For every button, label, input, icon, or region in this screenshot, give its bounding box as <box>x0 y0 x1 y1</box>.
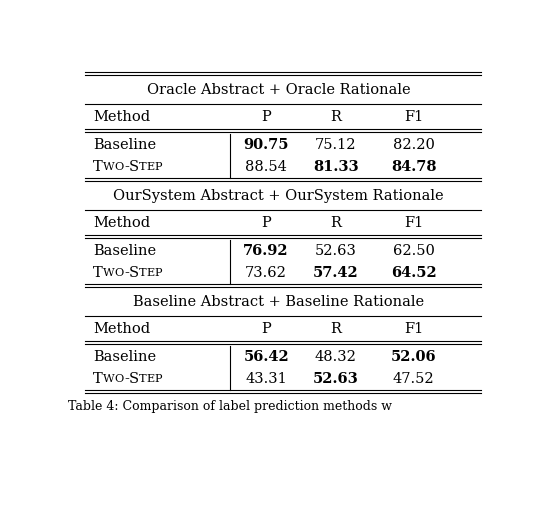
Text: 56.42: 56.42 <box>243 350 289 364</box>
Text: P: P <box>261 110 271 124</box>
Text: Baseline: Baseline <box>94 138 157 152</box>
Text: -: - <box>124 160 129 174</box>
Text: 90.75: 90.75 <box>243 138 289 152</box>
Text: P: P <box>155 162 162 172</box>
Text: E: E <box>147 268 155 278</box>
Text: -: - <box>124 266 129 280</box>
Text: O: O <box>115 374 124 384</box>
Text: Method: Method <box>94 110 151 124</box>
Text: 82.20: 82.20 <box>393 138 435 152</box>
Text: 43.31: 43.31 <box>245 372 287 386</box>
Text: W: W <box>103 162 115 172</box>
Text: P: P <box>155 268 162 278</box>
Text: Baseline: Baseline <box>94 244 157 258</box>
Text: 48.32: 48.32 <box>315 350 357 364</box>
Text: P: P <box>155 374 162 384</box>
Text: S: S <box>129 160 139 174</box>
Text: 81.33: 81.33 <box>313 160 358 174</box>
Text: O: O <box>115 162 124 172</box>
Text: 62.50: 62.50 <box>393 244 435 258</box>
Text: Baseline: Baseline <box>94 350 157 364</box>
Text: Method: Method <box>94 322 151 336</box>
Text: R: R <box>330 322 341 336</box>
Text: F1: F1 <box>404 217 423 231</box>
Text: 64.52: 64.52 <box>391 266 437 280</box>
Text: 88.54: 88.54 <box>245 160 287 174</box>
Text: 76.92: 76.92 <box>243 244 289 258</box>
Text: 75.12: 75.12 <box>315 138 356 152</box>
Text: S: S <box>129 372 139 386</box>
Text: OurSystem Abstract + OurSystem Rationale: OurSystem Abstract + OurSystem Rationale <box>114 189 444 203</box>
Text: E: E <box>147 162 155 172</box>
Text: 52.63: 52.63 <box>313 372 358 386</box>
Text: W: W <box>103 374 115 384</box>
Text: T: T <box>139 162 147 172</box>
Text: E: E <box>147 374 155 384</box>
Text: Method: Method <box>94 217 151 231</box>
Text: 73.62: 73.62 <box>245 266 287 280</box>
Text: 47.52: 47.52 <box>393 372 435 386</box>
Text: Table 4: Comparison of label prediction methods w: Table 4: Comparison of label prediction … <box>68 400 392 413</box>
Text: Baseline Abstract + Baseline Rationale: Baseline Abstract + Baseline Rationale <box>133 295 424 309</box>
Text: T: T <box>94 372 103 386</box>
Text: T: T <box>139 374 147 384</box>
Text: -: - <box>124 372 129 386</box>
Text: R: R <box>330 217 341 231</box>
Text: 52.63: 52.63 <box>315 244 357 258</box>
Text: T: T <box>94 266 103 280</box>
Text: S: S <box>129 266 139 280</box>
Text: T: T <box>139 268 147 278</box>
Text: 57.42: 57.42 <box>313 266 358 280</box>
Text: F1: F1 <box>404 110 423 124</box>
Text: W: W <box>103 268 115 278</box>
Text: P: P <box>261 217 271 231</box>
Text: T: T <box>94 160 103 174</box>
Text: 52.06: 52.06 <box>391 350 436 364</box>
Text: F1: F1 <box>404 322 423 336</box>
Text: 84.78: 84.78 <box>391 160 436 174</box>
Text: R: R <box>330 110 341 124</box>
Text: O: O <box>115 268 124 278</box>
Text: P: P <box>261 322 271 336</box>
Text: Oracle Abstract + Oracle Rationale: Oracle Abstract + Oracle Rationale <box>147 83 411 97</box>
